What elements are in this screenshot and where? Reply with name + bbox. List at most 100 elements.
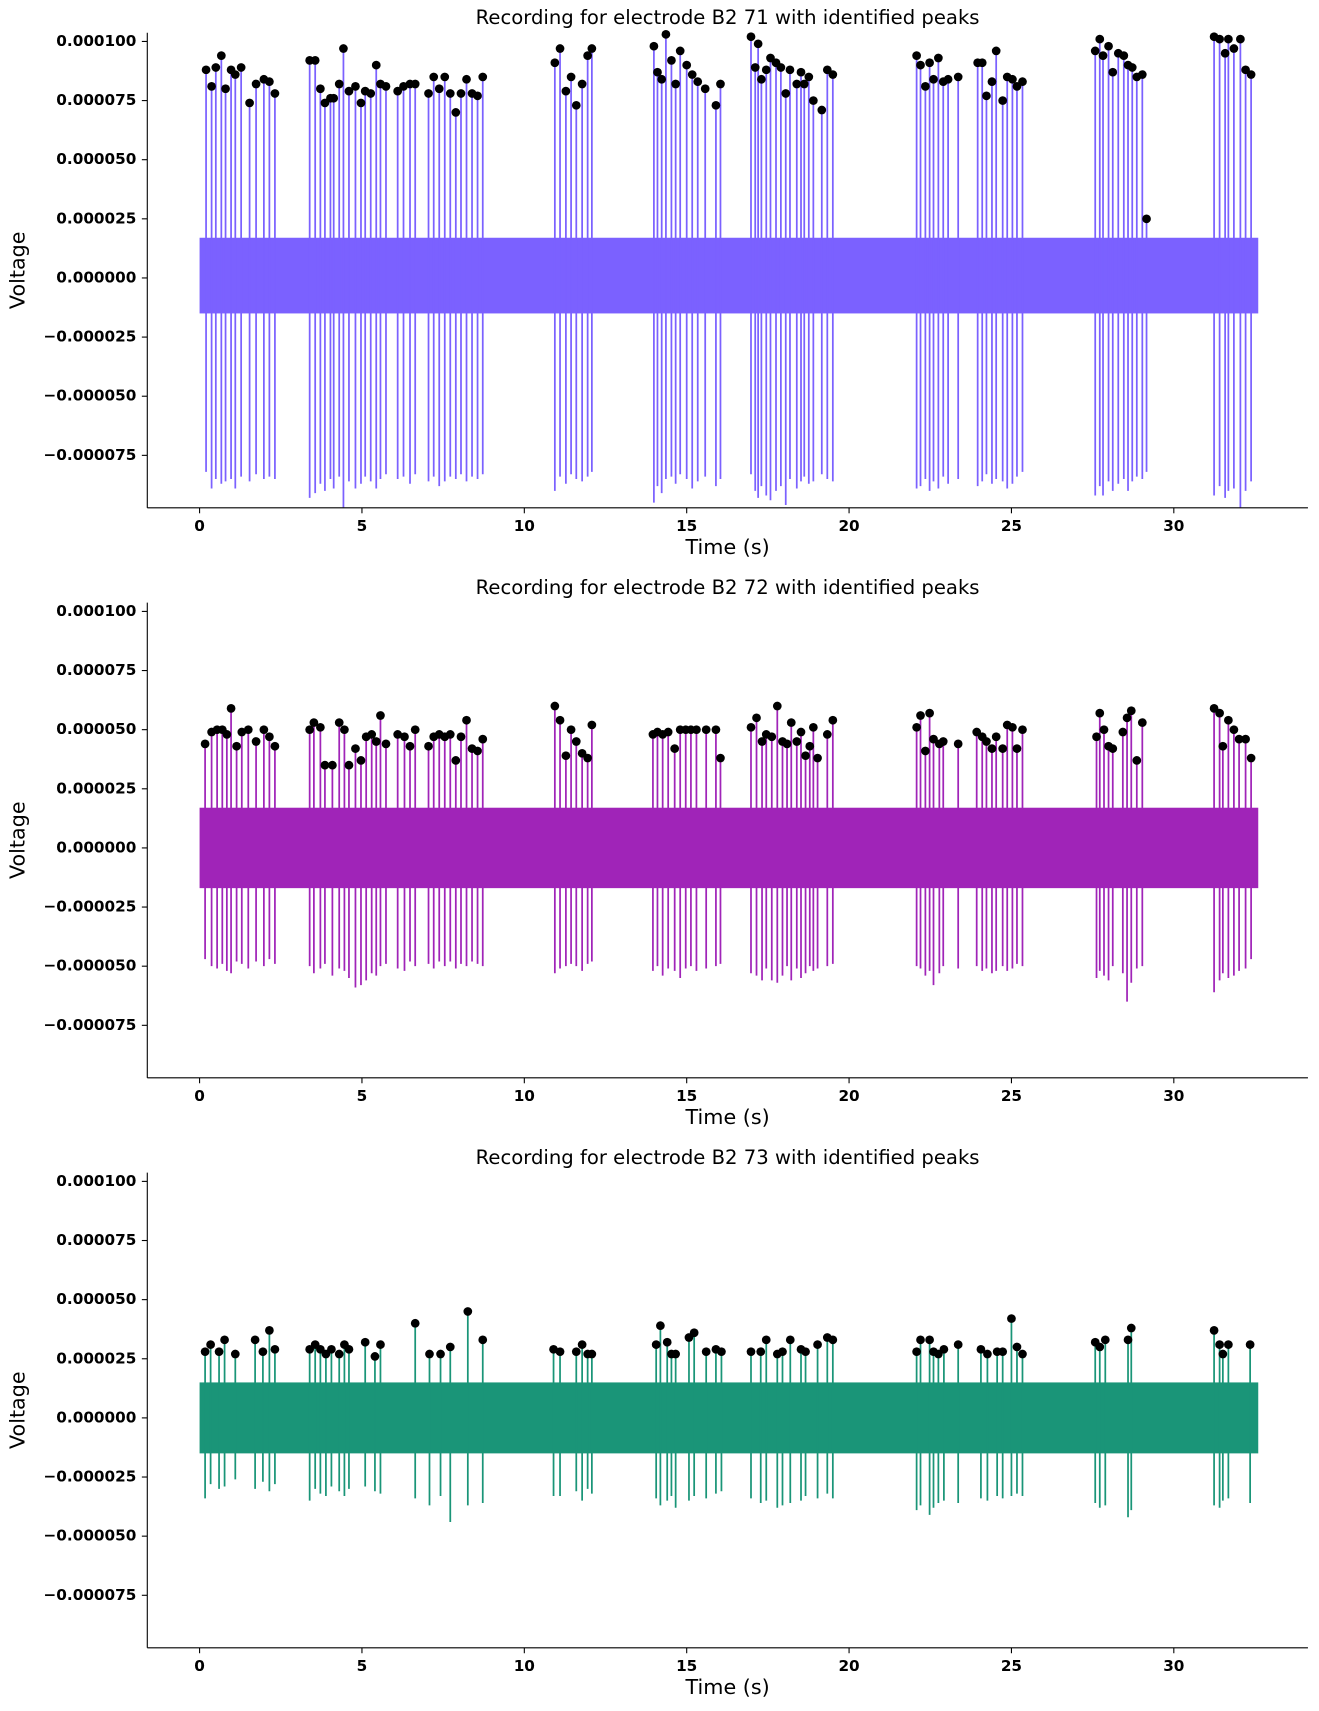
y-tick-label: −0.000050 — [44, 957, 137, 975]
peak-marker — [393, 86, 403, 96]
peak-marker — [463, 1307, 473, 1316]
y-tick-label: 0.000025 — [56, 1349, 136, 1367]
peak-marker — [982, 737, 991, 746]
peak-marker — [782, 739, 792, 749]
peak-marker — [693, 77, 703, 87]
peak-marker — [356, 98, 366, 108]
peak-marker — [265, 1326, 274, 1335]
peak-marker — [929, 74, 938, 84]
peak-marker — [456, 89, 466, 98]
peak-marker — [805, 741, 815, 751]
peak-marker — [1108, 67, 1118, 77]
peak-marker — [1234, 734, 1244, 744]
peak-marker — [1245, 1340, 1255, 1349]
peak-marker — [478, 72, 488, 82]
peak-marker — [259, 725, 269, 735]
peak-marker — [943, 74, 953, 84]
x-tick-label: 20 — [838, 1657, 859, 1675]
peak-marker — [236, 63, 246, 72]
peak-marker — [1099, 725, 1109, 735]
peak-marker — [657, 74, 667, 84]
peak-marker — [916, 1335, 925, 1345]
peak-marker — [478, 1335, 488, 1345]
peak-marker — [1224, 715, 1233, 725]
peak-marker — [671, 1349, 681, 1359]
peak-marker — [649, 41, 659, 51]
y-tick-label: 0.000050 — [56, 1290, 136, 1308]
peak-marker — [717, 1347, 726, 1357]
peak-marker — [1095, 708, 1105, 718]
peak-marker — [925, 58, 934, 68]
peak-marker — [425, 1349, 434, 1359]
peak-marker — [938, 737, 948, 746]
y-axis-label: Voltage — [6, 1371, 30, 1449]
peak-marker — [1100, 1335, 1110, 1345]
peak-marker — [334, 718, 344, 727]
peak-marker — [977, 58, 987, 68]
peak-marker — [1126, 1323, 1136, 1333]
y-tick-label: 0.000075 — [56, 661, 136, 679]
peak-marker — [661, 29, 671, 39]
peak-marker — [200, 1347, 210, 1357]
peak-marker — [828, 1335, 838, 1345]
peak-marker — [310, 56, 320, 65]
peak-marker — [1220, 48, 1230, 58]
peak-marker — [344, 760, 354, 770]
peak-marker — [410, 725, 420, 735]
peak-marker — [828, 70, 838, 79]
peak-marker — [817, 105, 827, 115]
peak-marker — [675, 46, 685, 56]
peak-marker — [1007, 1314, 1016, 1323]
peak-marker — [351, 744, 360, 753]
peak-marker — [201, 65, 211, 75]
peak-marker — [991, 732, 1001, 742]
peak-marker — [566, 725, 576, 735]
peak-marker — [327, 1344, 336, 1354]
peak-marker — [682, 60, 692, 70]
peak-marker — [753, 39, 763, 49]
peak-marker — [211, 63, 221, 72]
x-tick-label: 25 — [1001, 1087, 1022, 1105]
peak-marker — [822, 730, 832, 739]
peak-marker — [270, 741, 280, 751]
peak-marker — [912, 722, 921, 732]
peak-marker — [711, 100, 721, 110]
peak-marker — [1218, 1349, 1228, 1359]
peak-marker — [796, 67, 806, 77]
peak-marker — [371, 737, 381, 746]
x-tick-label: 0 — [194, 517, 205, 535]
peak-marker — [716, 79, 725, 89]
peak-marker — [200, 739, 210, 749]
peak-marker — [767, 732, 777, 742]
x-tick-label: 30 — [1163, 517, 1184, 535]
x-tick-label: 30 — [1163, 1657, 1184, 1675]
peak-marker — [692, 725, 701, 735]
peak-marker — [221, 84, 230, 94]
peak-marker — [1215, 1340, 1224, 1349]
peak-marker — [265, 732, 274, 742]
peak-marker — [429, 72, 439, 82]
peak-marker — [356, 756, 366, 765]
peak-marker — [716, 753, 725, 763]
y-tick-label: 0.000000 — [56, 268, 136, 286]
peak-marker — [781, 89, 791, 98]
peak-marker — [587, 44, 597, 53]
peak-marker — [711, 725, 721, 735]
peak-marker — [334, 79, 344, 89]
x-tick-label: 25 — [1001, 517, 1022, 535]
peak-marker — [456, 732, 466, 742]
peak-marker — [316, 84, 325, 94]
y-tick-label: 0.000050 — [56, 720, 136, 738]
peak-marker — [998, 96, 1008, 105]
peak-marker — [701, 1347, 711, 1357]
peak-marker — [376, 711, 385, 720]
peak-marker — [1218, 741, 1228, 751]
peak-marker — [1122, 713, 1132, 723]
peak-marker — [587, 1349, 597, 1359]
peak-marker — [555, 1347, 565, 1357]
peak-marker — [587, 720, 597, 730]
y-tick-label: −0.000025 — [44, 898, 137, 916]
peak-marker — [1236, 34, 1245, 44]
peak-marker — [953, 72, 963, 82]
peak-marker — [405, 741, 415, 751]
